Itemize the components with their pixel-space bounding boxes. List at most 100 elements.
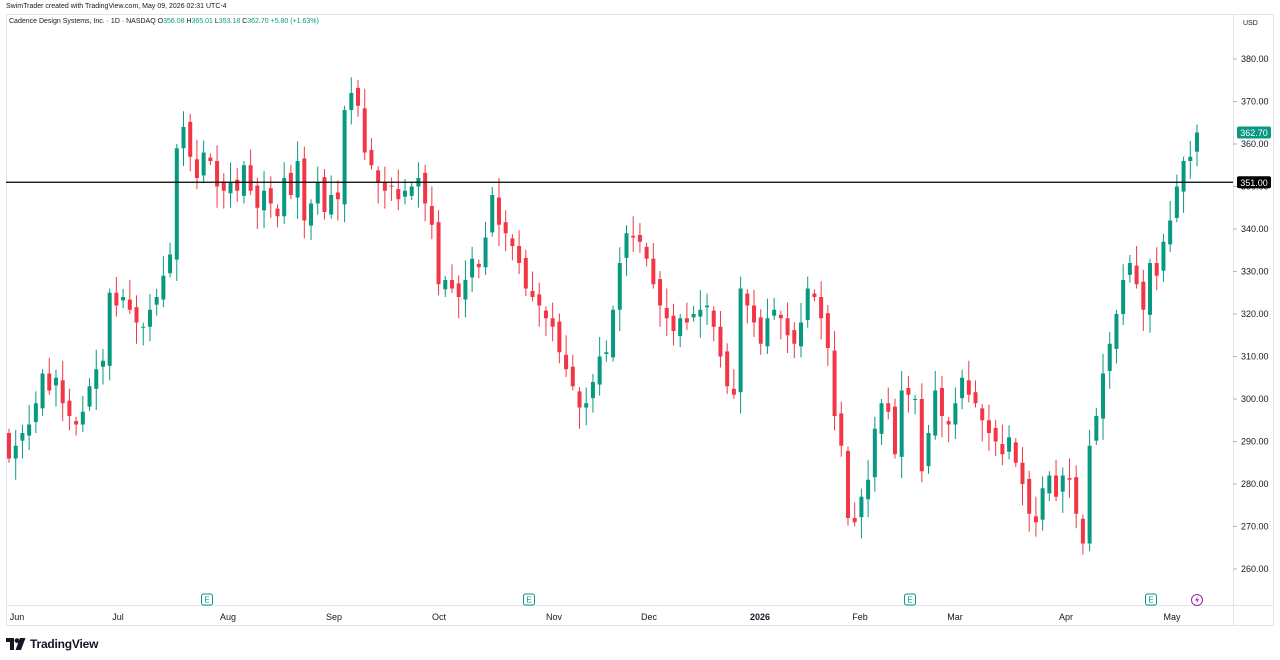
candle-body xyxy=(644,246,649,259)
candle-body xyxy=(1087,445,1092,544)
candle-body xyxy=(147,309,152,327)
candle-body xyxy=(208,157,213,161)
candle-body xyxy=(537,294,542,306)
price-tick-label: 330.00 xyxy=(1241,267,1269,277)
candle-body xyxy=(409,186,414,196)
price-badges: 362.70 351.00 xyxy=(1237,126,1271,189)
candle-body xyxy=(302,158,307,221)
candle-body xyxy=(1154,263,1159,276)
candle-body xyxy=(980,408,985,421)
candle-body xyxy=(369,149,374,166)
candle-body xyxy=(342,110,347,205)
high-label: H xyxy=(186,18,192,25)
tradingview-logo[interactable]: TradingView xyxy=(6,636,98,652)
candle-body xyxy=(1174,186,1179,218)
candle-body xyxy=(611,309,616,358)
candle-body xyxy=(288,172,293,195)
candle-body xyxy=(194,159,199,178)
earnings-marker[interactable]: E xyxy=(1145,593,1157,606)
time-axis-label: Feb xyxy=(852,612,868,622)
candle-body xyxy=(94,369,99,389)
candle-body xyxy=(1054,475,1059,497)
candle-body xyxy=(1148,263,1153,315)
candle-body xyxy=(617,263,622,310)
tradingview-logo-text: TradingView xyxy=(30,637,99,651)
candle-body xyxy=(1101,373,1106,419)
candle-body xyxy=(7,433,11,459)
candle-body xyxy=(859,496,864,518)
price-tick-label: 290.00 xyxy=(1241,437,1269,447)
candle-body xyxy=(778,314,783,319)
time-axis-label: Jul xyxy=(112,612,124,622)
earnings-marker[interactable]: E xyxy=(523,593,535,606)
candle-body xyxy=(590,382,595,399)
candle-body xyxy=(423,172,428,204)
chart-frame xyxy=(6,14,1274,626)
candle-body xyxy=(839,413,844,446)
candle-body xyxy=(738,288,743,393)
candle-body xyxy=(436,222,441,285)
candle-body xyxy=(664,308,669,319)
candle-body xyxy=(470,258,475,278)
price-tick-label: 310.00 xyxy=(1241,352,1269,362)
candle-body xyxy=(799,322,803,347)
candle-body xyxy=(389,185,394,187)
open-value: 356.08 xyxy=(163,18,185,25)
credit-text: SwimTrader created with TradingView.com,… xyxy=(6,3,227,10)
candle-body xyxy=(584,403,589,408)
low-label: L xyxy=(214,18,219,25)
candle-body xyxy=(1060,475,1065,492)
candle-body xyxy=(376,170,381,183)
price-tick-label: 340.00 xyxy=(1241,224,1269,234)
candle-body xyxy=(671,315,676,331)
candle-body xyxy=(973,392,978,404)
price-tick-label: 260.00 xyxy=(1241,564,1269,574)
horizontal-line-badge: 351.00 xyxy=(1240,178,1268,188)
earnings-marker-label: E xyxy=(907,596,912,605)
candle-body xyxy=(356,87,361,106)
candle-body xyxy=(658,279,663,306)
candle-body xyxy=(67,400,72,416)
time-axis[interactable]: Jun Jul Aug Sep Oct Nov Dec 2026 Feb Mar Apr May xyxy=(10,612,1181,622)
candle-body xyxy=(543,310,548,319)
candle-body xyxy=(725,351,730,387)
candle-body xyxy=(1188,156,1193,161)
candle-body xyxy=(268,188,273,204)
candle-body xyxy=(80,411,85,425)
time-axis-label: 2026 xyxy=(750,612,770,622)
price-tick-label: 380.00 xyxy=(1241,54,1269,64)
flash-icon[interactable] xyxy=(1191,594,1203,606)
candle-body xyxy=(174,148,179,260)
candle-body xyxy=(678,318,683,337)
candle-body xyxy=(1080,518,1085,544)
candle-body xyxy=(1127,263,1132,275)
candle-body xyxy=(60,380,65,404)
earnings-marker[interactable]: E xyxy=(201,593,213,606)
candle-body xyxy=(624,233,629,258)
candle-body xyxy=(631,235,636,238)
time-axis-label: Apr xyxy=(1059,612,1073,622)
candle-body xyxy=(852,518,857,523)
price-tick-label: 270.00 xyxy=(1241,522,1269,532)
candle-body xyxy=(892,406,897,455)
candle-body xyxy=(919,399,924,472)
time-axis-label: Oct xyxy=(432,612,447,622)
time-axis-label: May xyxy=(1163,612,1181,622)
candle-body xyxy=(315,182,320,204)
candle-body xyxy=(429,206,434,225)
currency-label[interactable]: USD xyxy=(1243,20,1258,27)
candle-body xyxy=(866,479,871,500)
candle-body xyxy=(403,190,407,197)
candle-body xyxy=(13,445,18,459)
last-price-badge-bg xyxy=(1237,126,1271,139)
candle-body xyxy=(74,421,79,425)
candle-body xyxy=(141,326,146,328)
candle-body xyxy=(235,179,240,191)
candle-body xyxy=(87,386,92,407)
high-value: 365.01 xyxy=(191,18,213,25)
candle-body xyxy=(933,390,938,436)
earnings-marker[interactable]: E xyxy=(904,593,916,606)
price-tick-label: 320.00 xyxy=(1241,309,1269,319)
